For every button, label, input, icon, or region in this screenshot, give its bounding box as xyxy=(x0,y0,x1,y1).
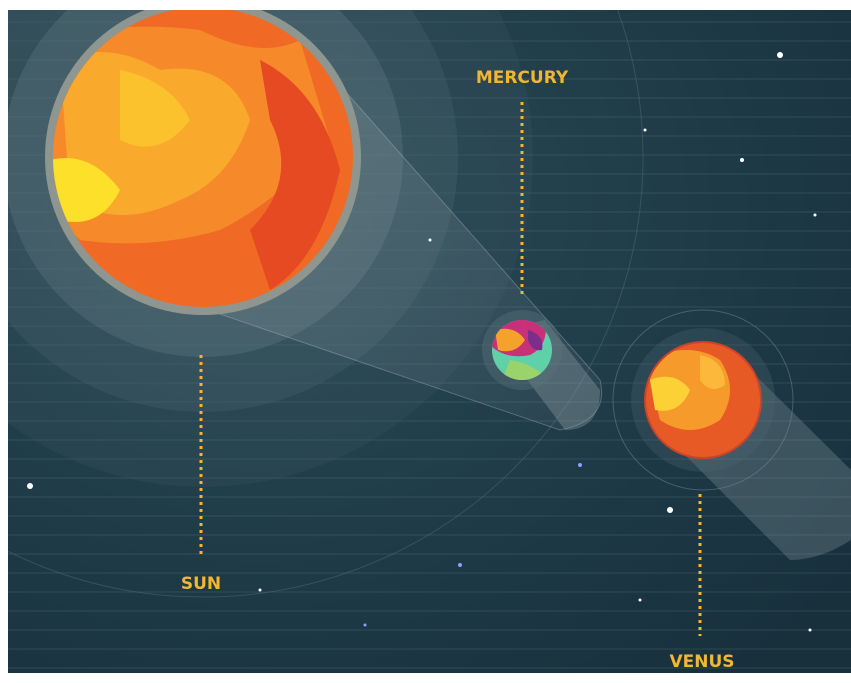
star xyxy=(643,128,647,132)
star xyxy=(777,52,783,58)
star xyxy=(813,213,817,217)
star xyxy=(428,238,432,242)
mercury-label: MERCURY xyxy=(476,68,569,88)
orbit-ring xyxy=(8,10,644,598)
stars xyxy=(27,52,817,632)
venus-label: VENUS xyxy=(669,652,734,672)
star xyxy=(578,463,582,467)
star xyxy=(27,483,33,489)
star xyxy=(258,588,262,592)
star xyxy=(808,628,812,632)
sun-label: SUN xyxy=(181,574,221,594)
leader-lines xyxy=(199,102,702,636)
star xyxy=(638,598,642,602)
venus-halo xyxy=(612,309,794,491)
star xyxy=(363,623,367,627)
venus-rim xyxy=(644,341,762,459)
mercury xyxy=(492,320,552,380)
star xyxy=(740,158,744,162)
star xyxy=(667,507,673,513)
sun xyxy=(53,10,353,307)
star xyxy=(458,563,462,567)
venus xyxy=(645,342,761,458)
